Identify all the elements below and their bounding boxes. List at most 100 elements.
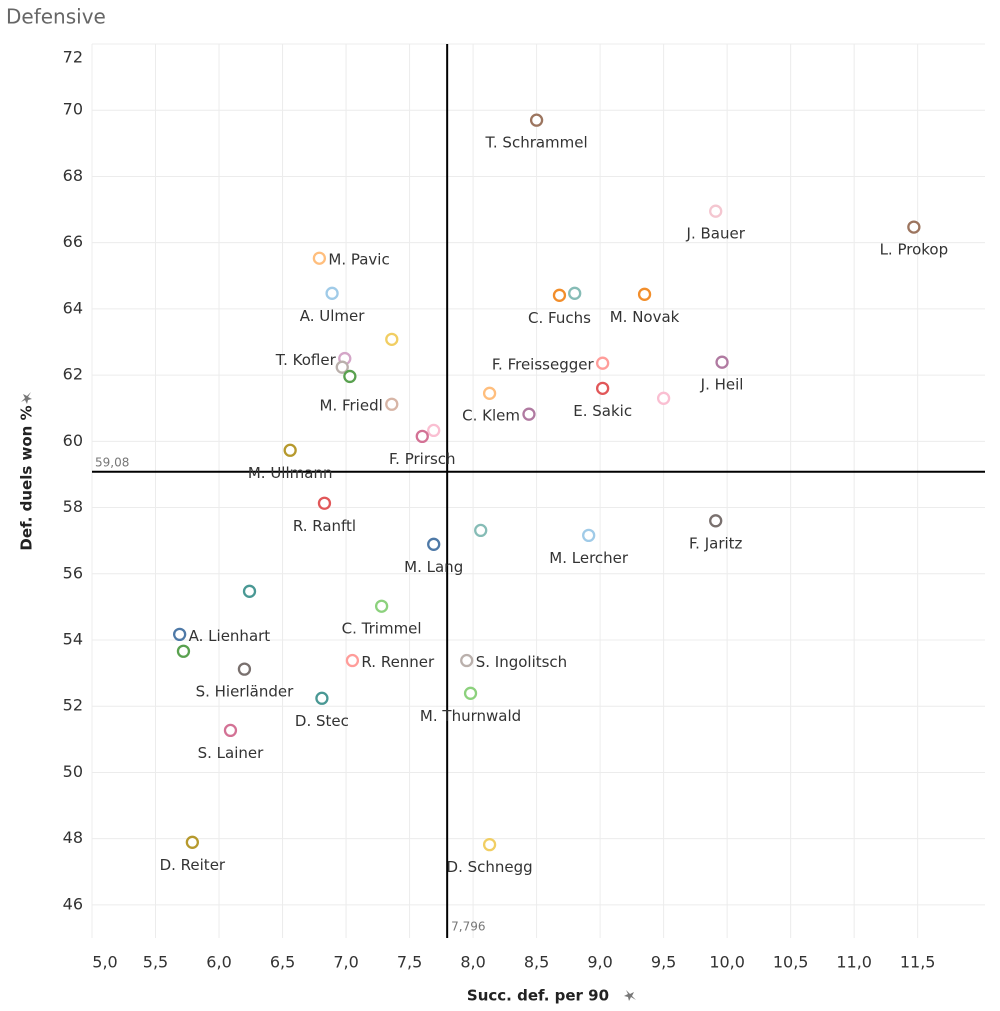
y-tick-label: 72 (63, 48, 83, 67)
data-point (474, 523, 488, 538)
point-label: R. Renner (361, 653, 435, 671)
x-tick-label: 11,5 (900, 953, 936, 972)
data-point (715, 355, 729, 369)
y-tick-label: 66 (63, 232, 83, 251)
x-tick-label: 9,0 (587, 953, 612, 972)
data-point (176, 644, 191, 658)
data-point (709, 514, 723, 528)
data-point (582, 528, 596, 543)
pin-icon (21, 392, 32, 404)
data-point (283, 443, 297, 457)
point-label: M. Pavic (328, 251, 389, 269)
data-point (185, 835, 200, 849)
point-label: D. Stec (295, 712, 349, 730)
data-point (482, 386, 497, 400)
reference-label: 7,796 (451, 920, 485, 934)
point-label: J. Heil (700, 376, 744, 394)
y-axis-title: Def. duels won % (18, 405, 36, 550)
x-tick-label: 11,0 (836, 953, 872, 972)
x-tick-label: 6,5 (270, 953, 295, 972)
data-point (427, 423, 441, 438)
point-label: F. Jaritz (689, 534, 743, 552)
data-point (522, 407, 536, 421)
point-label: M. Lercher (549, 549, 629, 567)
y-tick-label: 46 (63, 894, 83, 913)
data-point (242, 584, 257, 598)
data-point (312, 251, 327, 265)
data-point (552, 288, 567, 302)
data-point (335, 360, 349, 374)
point-label: A. Ulmer (300, 307, 366, 325)
data-point (385, 397, 399, 411)
point-label: L. Prokop (880, 241, 949, 259)
data-point (460, 653, 474, 668)
y-tick-label: 70 (63, 100, 83, 119)
point-label: C. Klem (462, 407, 520, 425)
data-point (463, 686, 478, 700)
point-label: M. Novak (610, 308, 680, 326)
x-axis-title: Succ. def. per 90 (467, 987, 609, 1005)
x-tick-label: 5,5 (143, 953, 168, 972)
data-point (427, 537, 441, 551)
x-tick-label: 7,5 (397, 953, 422, 972)
data-point (637, 287, 652, 301)
data-point (656, 391, 671, 405)
point-label: M. Friedl (320, 397, 383, 415)
point-label: D. Schnegg (447, 858, 533, 876)
chart-title: Defensive (6, 5, 106, 29)
data-point (529, 113, 544, 127)
data-point (374, 599, 389, 613)
y-tick-label: 56 (63, 563, 83, 582)
point-label: A. Lienhart (189, 627, 271, 645)
y-tick-label: 50 (63, 762, 83, 781)
point-label: S. Hierländer (196, 683, 295, 701)
data-point (315, 691, 329, 705)
point-label: M. Lang (404, 558, 463, 576)
data-point (709, 204, 723, 218)
x-tick-label: 6,0 (206, 953, 231, 972)
point-label: S. Ingolitsch (476, 653, 567, 671)
data-point (345, 653, 360, 668)
point-label: J. Bauer (686, 225, 746, 243)
data-point (595, 356, 610, 370)
data-point (325, 286, 339, 300)
point-label: T. Schrammel (485, 134, 588, 152)
point-label: M. Thurnwald (420, 707, 521, 725)
y-tick-label: 58 (63, 497, 83, 516)
data-point (595, 381, 610, 396)
x-tick-label: 10,5 (773, 953, 809, 972)
data-point (317, 496, 332, 510)
data-point (568, 286, 582, 300)
point-label: E. Sakic (573, 402, 632, 420)
point-label: C. Fuchs (528, 309, 591, 327)
data-point (415, 429, 429, 444)
x-tick-label: 5,0 (92, 953, 117, 972)
point-label: R. Ranftl (293, 517, 356, 535)
point-label: C. Trimmel (342, 620, 422, 638)
y-tick-label: 54 (63, 630, 83, 649)
point-label: D. Reiter (160, 856, 226, 874)
reference-label: 59,08 (95, 455, 129, 469)
x-tick-label: 10,0 (709, 953, 745, 972)
x-tick-label: 8,0 (460, 953, 485, 972)
x-tick-label: 8,5 (524, 953, 549, 972)
point-label: F. Prirsch (389, 450, 456, 468)
x-tick-label: 7,0 (333, 953, 358, 972)
point-label: T. Kofler (275, 351, 337, 369)
data-point (237, 662, 252, 676)
pin-icon (624, 990, 636, 1001)
point-label: F. Freissegger (492, 356, 595, 374)
y-tick-label: 48 (63, 828, 83, 847)
data-point (172, 627, 187, 642)
data-point (482, 837, 497, 852)
data-point (343, 369, 357, 384)
y-tick-label: 62 (63, 365, 83, 384)
x-tick-label: 9,5 (651, 953, 676, 972)
y-tick-label: 52 (63, 696, 83, 715)
y-tick-label: 60 (63, 431, 83, 450)
point-label: S. Lainer (198, 744, 265, 762)
data-point (385, 332, 399, 347)
point-label: M. Ullmann (248, 464, 333, 482)
data-point (223, 723, 238, 738)
